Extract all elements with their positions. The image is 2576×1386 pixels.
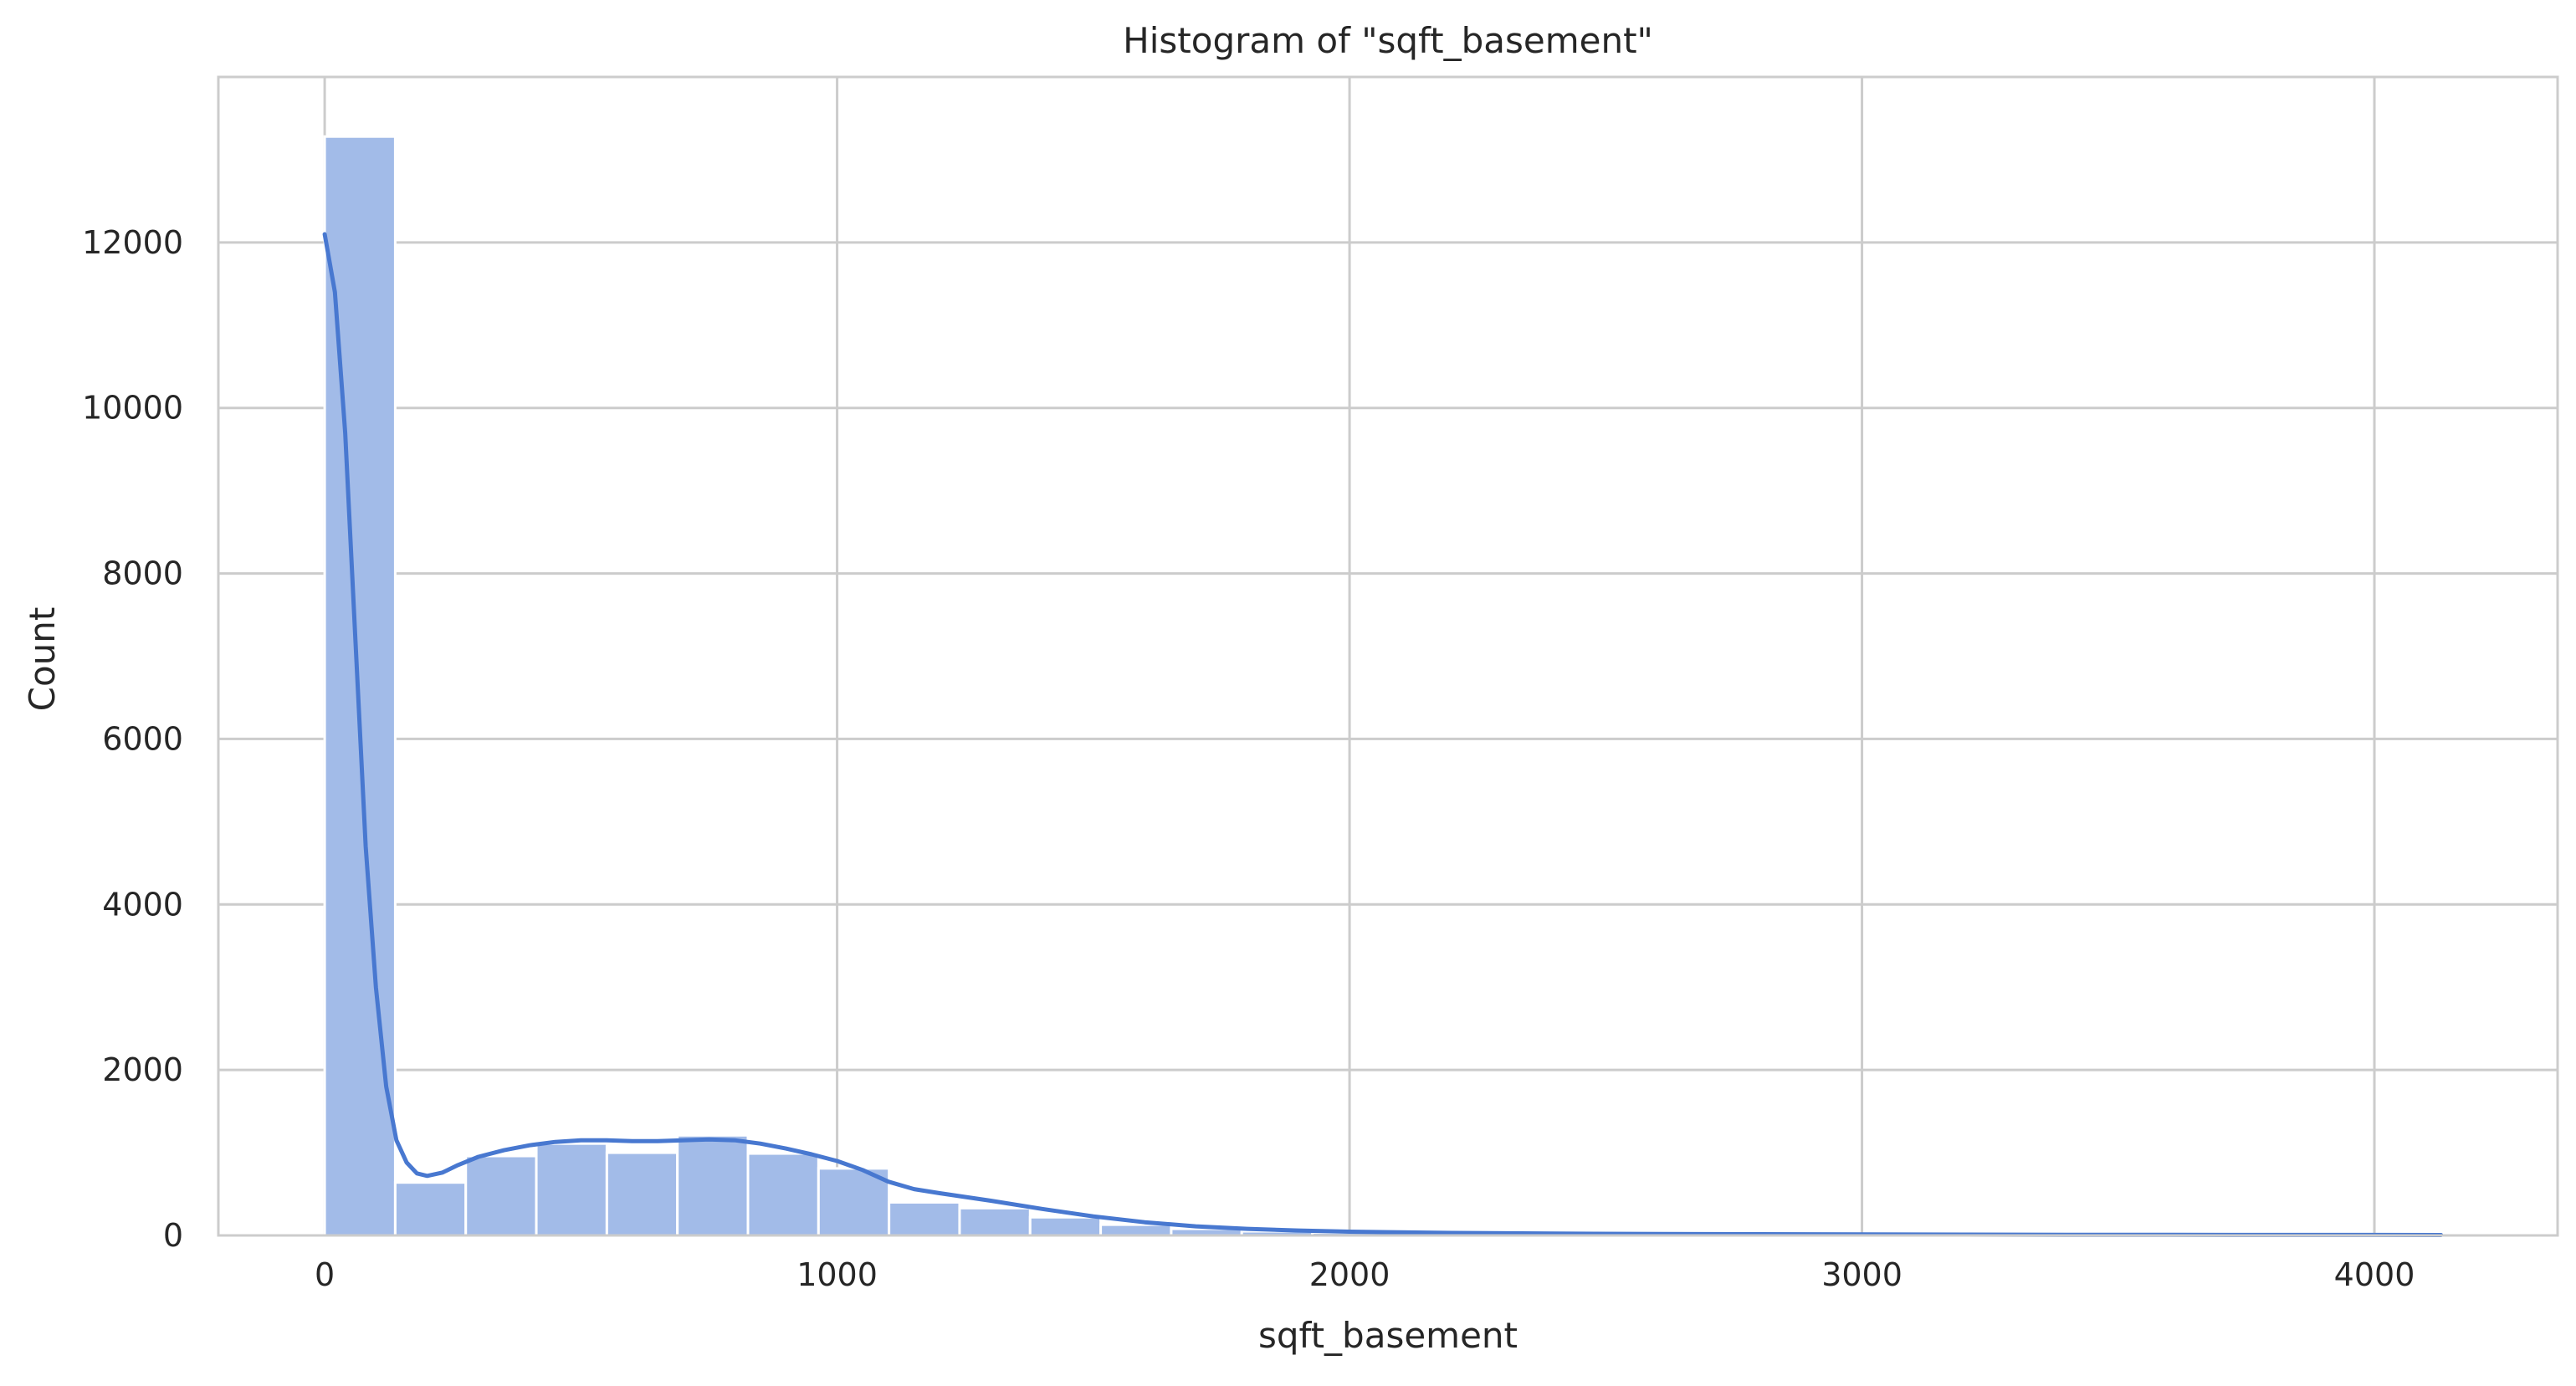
x-tick-label: 4000 [2334, 1256, 2415, 1293]
histogram-bar [607, 1153, 677, 1235]
histogram-bar [748, 1153, 818, 1235]
x-axis-label: sqft_basement [1258, 1315, 1518, 1356]
x-tick-label: 0 [315, 1256, 335, 1293]
histogram-bar [960, 1208, 1030, 1235]
y-tick-label: 6000 [102, 720, 183, 757]
y-axis-label: Count [22, 607, 63, 712]
y-tick-label: 8000 [102, 555, 183, 592]
y-tick-label: 0 [163, 1217, 183, 1254]
chart-title: Histogram of "sqft_basement" [1123, 20, 1653, 61]
y-tick-label: 4000 [102, 886, 183, 923]
y-tick-label: 2000 [102, 1051, 183, 1088]
histogram-bar [1101, 1225, 1171, 1235]
histogram-bar [466, 1156, 536, 1235]
histogram-bar [536, 1143, 607, 1235]
y-tick-label: 10000 [82, 390, 183, 427]
histogram-bar [889, 1202, 960, 1235]
y-tick-label: 12000 [82, 224, 183, 261]
x-tick-label: 2000 [1309, 1256, 1390, 1293]
x-tick-label: 3000 [1821, 1256, 1903, 1293]
histogram-bar [1030, 1217, 1100, 1235]
histogram-bar [678, 1135, 748, 1235]
histogram-bar [395, 1183, 465, 1235]
x-tick-label: 1000 [796, 1256, 878, 1293]
